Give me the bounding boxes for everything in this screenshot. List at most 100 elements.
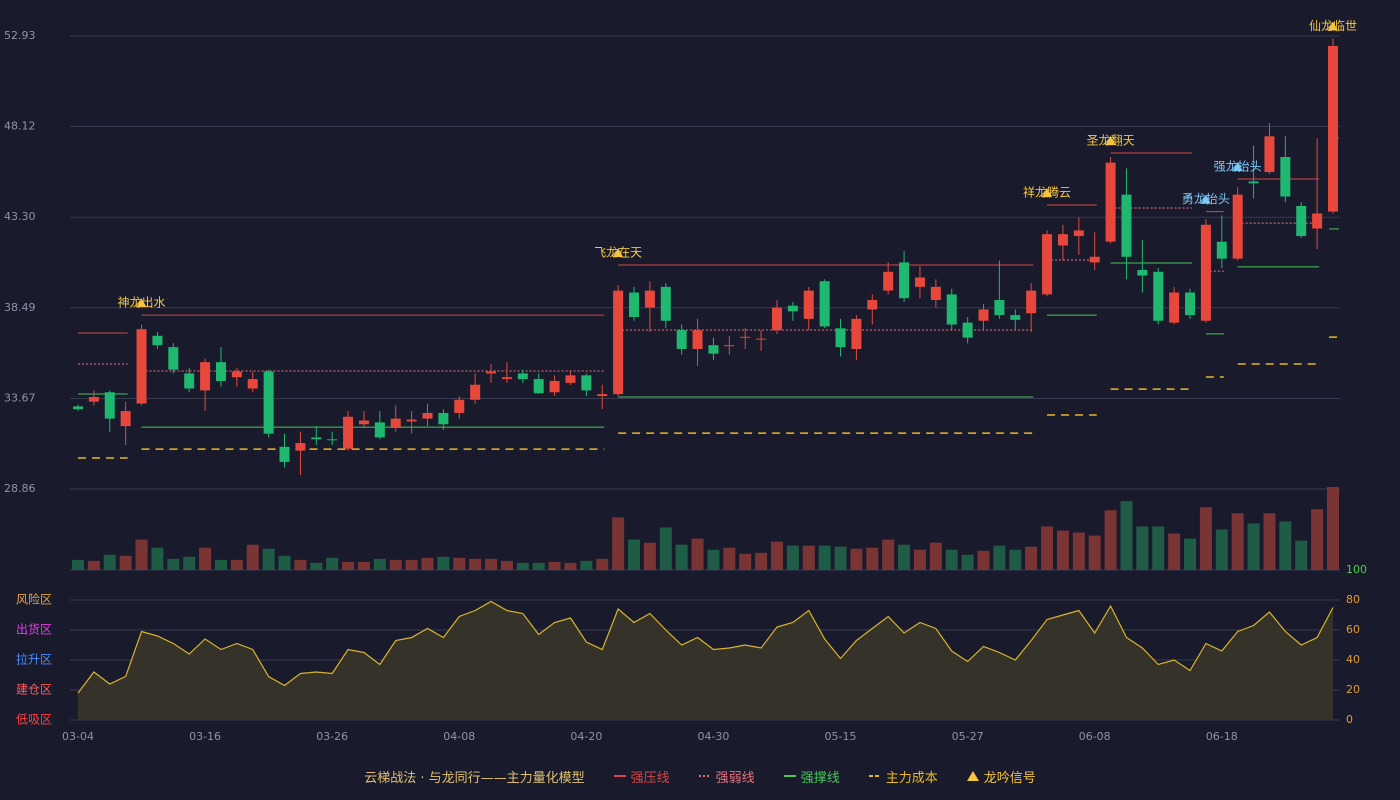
candle-body: [899, 262, 910, 299]
candle-body: [1280, 157, 1291, 197]
volume-bar: [866, 547, 879, 570]
volume-bar: [659, 527, 672, 570]
candle-body: [438, 412, 449, 425]
signal-marker: [1042, 188, 1053, 198]
legend-label: 强弱线: [715, 770, 755, 786]
candle-body: [1089, 256, 1100, 263]
zone-label: 低吸区: [16, 713, 52, 727]
volume-bar: [373, 558, 386, 570]
zone-label: 出货区: [16, 622, 52, 637]
candle-body: [263, 371, 274, 434]
volume-bar: [167, 558, 180, 570]
candle-body: [1010, 315, 1021, 320]
candle-body: [327, 439, 338, 441]
legend-item: 强弱线: [698, 767, 755, 786]
zone-label: 拉升区: [16, 652, 52, 667]
volume-bar: [723, 547, 736, 570]
x-tick-label: 06-08: [1079, 730, 1111, 743]
candle-body: [73, 406, 83, 410]
volume-bar: [500, 560, 513, 570]
volume-bar: [1199, 507, 1212, 570]
y2-tick-label: 20: [1346, 683, 1360, 696]
candle-body: [962, 322, 973, 338]
legend-label: 主力成本: [885, 770, 938, 786]
candle-body: [1057, 234, 1068, 246]
signal-label: 神龙出水: [118, 296, 166, 310]
candle-body: [1200, 224, 1211, 321]
volume-bar: [945, 549, 958, 570]
signal-label: 勇龙抬头: [1182, 192, 1230, 206]
volume-bar: [961, 554, 974, 570]
candle-body: [295, 443, 306, 451]
volume-bar: [977, 550, 990, 570]
volume-bar: [993, 545, 1006, 570]
volume-bar: [103, 554, 116, 570]
volume-bar: [1247, 523, 1260, 570]
x-tick-label: 03-04: [62, 730, 94, 743]
candle-body: [883, 271, 894, 291]
y2-tick-label: 60: [1346, 623, 1360, 636]
volume-bar: [850, 548, 863, 570]
candle-body: [374, 422, 385, 438]
x-tick-label: 03-26: [316, 730, 348, 743]
volume-bar: [691, 538, 704, 570]
candle-body: [914, 277, 925, 287]
candle-body: [867, 300, 878, 310]
candle-body: [660, 286, 671, 321]
candle-body: [1153, 271, 1164, 321]
volume-bar: [596, 558, 609, 570]
volume-bar: [1168, 533, 1181, 570]
volume-bar: [675, 544, 688, 570]
candle-body: [1137, 269, 1148, 276]
legend-label: 强压线: [630, 770, 670, 786]
volume-bar: [485, 558, 498, 570]
x-tick-label: 06-18: [1206, 730, 1238, 743]
chart: 52.93 48.12 43.30 38.49 33.67 28.86 0 20 40 60 80 1…: [4, 19, 1367, 743]
candle-body: [533, 379, 544, 394]
volume-bar: [913, 549, 926, 570]
volume-bar: [770, 541, 783, 570]
signal-label: 仙龙临世: [1309, 19, 1357, 33]
volume-bar: [1311, 509, 1324, 570]
candle-body: [486, 371, 497, 374]
legend-icon: [698, 775, 711, 777]
candle-body: [819, 281, 830, 327]
candle-body: [501, 377, 512, 380]
volume-bar: [87, 560, 100, 570]
x-tick-label: 04-20: [570, 730, 602, 743]
candle-body: [184, 373, 195, 389]
volume-bar: [1009, 549, 1022, 570]
candle-body: [613, 290, 624, 395]
candle-body: [120, 411, 131, 427]
candle-body: [978, 309, 989, 321]
volume-bar: [564, 562, 577, 570]
volume-bar: [1056, 530, 1069, 570]
candle-body: [1232, 194, 1243, 259]
signal-marker: [1232, 162, 1243, 172]
y-tick-label: 28.86: [4, 482, 36, 495]
volume-bar: [643, 542, 656, 570]
legend-icon: [868, 775, 881, 777]
candle-body: [629, 292, 640, 317]
volume-bar: [342, 561, 355, 570]
y2-tick-label: 0: [1346, 713, 1353, 726]
candle-body: [676, 330, 687, 349]
candle-body: [1169, 292, 1180, 323]
volume-bar: [1072, 532, 1085, 570]
legend-triangle: [966, 771, 979, 781]
volume-bar: [437, 556, 450, 570]
volume-bar: [72, 559, 84, 570]
zone-label: 建仓区: [16, 683, 52, 697]
volume-bar: [1295, 540, 1308, 570]
y-tick-label: 38.49: [4, 301, 36, 314]
oscillator-area: [78, 601, 1333, 720]
candle-body: [247, 379, 258, 389]
volume-bar: [516, 562, 529, 570]
legend-icon: [613, 775, 626, 777]
volume-bar: [405, 559, 418, 570]
candle-body: [644, 290, 655, 308]
candle-body: [1248, 181, 1259, 184]
volume-bar: [580, 560, 593, 570]
volume-bar: [230, 559, 243, 570]
